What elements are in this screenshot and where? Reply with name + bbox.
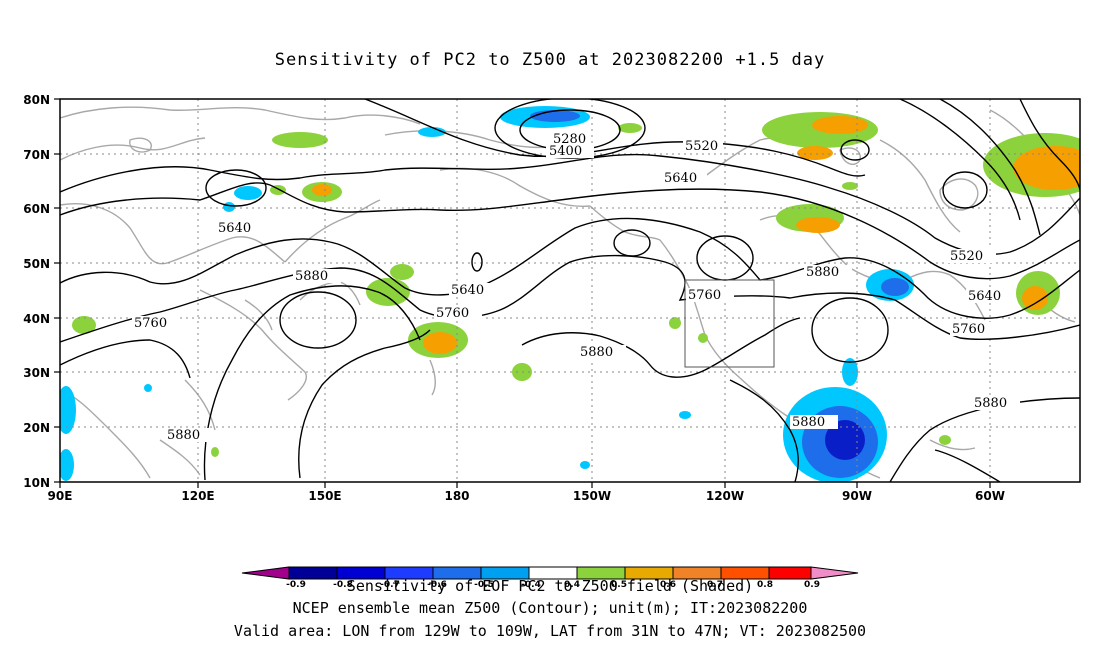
z500-contours — [60, 99, 1080, 482]
contour-labels: 5280 5400 5520 5640 5640 5880 5640 5760 … — [132, 132, 1020, 443]
contour-label: 5640 — [218, 221, 251, 236]
lat-label: 10N — [23, 476, 50, 490]
shade-neg — [679, 411, 691, 419]
lon-labels: 90E 120E 150E 180 150W 120W 90W 60W — [48, 489, 1005, 503]
shade-neg — [223, 202, 235, 212]
contour-label: 5880 — [806, 265, 839, 280]
contour-label: 5880 — [295, 269, 328, 284]
lon-label: 180 — [444, 489, 469, 503]
lon-label: 150E — [308, 489, 341, 503]
shade-pos — [698, 333, 708, 343]
contour-label: 5640 — [664, 171, 697, 186]
contour-label: 5880 — [974, 396, 1007, 411]
colorbar-label: -0.6 — [427, 580, 447, 590]
contour-label: 5520 — [950, 249, 983, 264]
lat-label: 70N — [23, 148, 50, 162]
plot-frame — [59, 98, 1081, 483]
lon-label: 90E — [48, 489, 73, 503]
lon-label: 120E — [181, 489, 214, 503]
shade-neg — [144, 384, 152, 392]
shade-neg — [825, 420, 865, 460]
colorbar — [241, 566, 859, 580]
colorbar-label: -0.7 — [380, 580, 400, 590]
contour-label: 5640 — [968, 289, 1001, 304]
contour-label: 5760 — [436, 306, 469, 321]
lat-label: 60N — [23, 202, 50, 216]
shade-pos — [312, 184, 332, 196]
shade-pos — [390, 264, 414, 280]
contour-label: 5880 — [580, 345, 613, 360]
shade-pos — [812, 116, 868, 134]
lon-label: 90W — [842, 489, 872, 503]
contour-label: 5280 — [553, 132, 586, 147]
contour-label: 5880 — [792, 415, 825, 430]
colorbar-label: -0.5 — [474, 580, 494, 590]
shade-neg — [530, 110, 580, 122]
caption-shading: Sensitivity of EOF PC2 to Z500 field (Sh… — [346, 577, 754, 595]
lat-label: 40N — [23, 312, 50, 326]
colorbar-label: 0.9 — [804, 580, 820, 590]
lon-label: 120W — [706, 489, 744, 503]
axis-ticks — [54, 98, 991, 488]
lat-label: 20N — [23, 421, 50, 435]
contour-label: 5760 — [134, 316, 167, 331]
colorbar-label: -0.4 — [521, 580, 541, 590]
shade-pos — [796, 217, 840, 233]
lat-label: 80N — [23, 93, 50, 107]
lat-label: 30N — [23, 366, 50, 380]
colorbar-label: 0.4 — [564, 580, 580, 590]
shade-pos — [423, 332, 457, 354]
lon-label: 150W — [573, 489, 611, 503]
colorbar-labels: -0.9 -0.8 -0.7 -0.6 -0.5 -0.4 0.4 0.5 0.… — [286, 580, 820, 590]
sensitivity-shading — [60, 106, 1080, 482]
shade-pos — [618, 123, 642, 133]
colorbar-label: 0.6 — [660, 580, 676, 590]
valid-area-box — [684, 279, 775, 368]
lon-label: 60W — [975, 489, 1005, 503]
contour-label: 5760 — [688, 288, 721, 303]
shade-pos — [72, 316, 96, 334]
contour-label: 5520 — [685, 139, 718, 154]
shade-neg — [60, 386, 76, 434]
shade-pos — [669, 317, 681, 329]
colorbar-label: 0.7 — [707, 580, 723, 590]
shade-neg — [234, 186, 262, 200]
colorbar-label: 0.8 — [757, 580, 773, 590]
colorbar-label: 0.5 — [611, 580, 627, 590]
contour-label: 5640 — [451, 283, 484, 298]
shade-neg — [418, 127, 446, 137]
shade-pos — [366, 278, 410, 306]
shade-pos — [1022, 286, 1048, 310]
shade-pos — [272, 132, 328, 148]
colorbar-label: -0.9 — [286, 580, 306, 590]
shade-neg — [580, 461, 590, 469]
colorbar-label: -0.8 — [333, 580, 353, 590]
map-title: Sensitivity of PC2 to Z500 at 2023082200… — [274, 50, 826, 70]
caption-valid-area: Valid area: LON from 129W to 109W, LAT f… — [233, 622, 867, 640]
shade-pos — [211, 447, 219, 457]
colorbar-segment — [810, 566, 859, 580]
shade-neg — [842, 358, 858, 386]
contour-label: 5880 — [167, 428, 200, 443]
shade-neg — [60, 449, 74, 481]
shade-pos — [797, 146, 833, 160]
coastlines — [60, 106, 1080, 479]
shade-pos — [1013, 146, 1080, 190]
contour-label: 5400 — [549, 144, 582, 159]
contour-label: 5760 — [952, 322, 985, 337]
shade-pos — [842, 182, 858, 190]
lat-labels: 80N 70N 60N 50N 40N 30N 20N 10N — [23, 93, 50, 490]
caption-contour: NCEP ensemble mean Z500 (Contour); unit(… — [292, 599, 808, 617]
shade-neg — [881, 278, 909, 296]
shade-pos — [939, 435, 951, 445]
lat-label: 50N — [23, 257, 50, 271]
